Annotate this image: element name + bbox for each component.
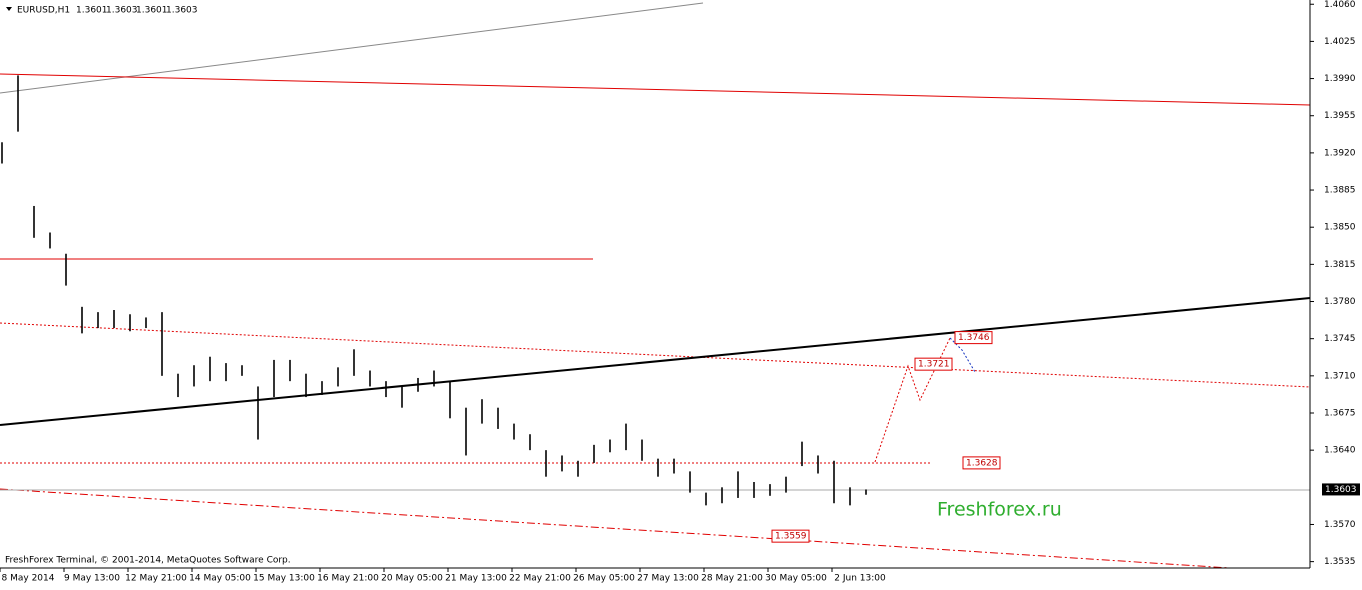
forecast-path [949, 337, 976, 373]
y-tick-label: 1.3955 [1324, 111, 1356, 121]
channel-line [0, 488, 1231, 569]
y-tick-label: 1.3850 [1324, 223, 1356, 233]
x-tick-label: 22 May 21:00 [509, 574, 571, 584]
y-tick-label: 1.3780 [1324, 297, 1356, 307]
quote: 1.3603 [106, 6, 138, 16]
level-box [771, 529, 810, 543]
x-tick-label: 15 May 13:00 [253, 574, 315, 584]
y-tick-label: 1.3710 [1324, 371, 1356, 381]
watermark: Freshforex.ru [937, 499, 1062, 521]
x-tick-label: 30 May 05:00 [765, 574, 827, 584]
trend-line [0, 2, 704, 94]
y-tick-label: 1.4025 [1324, 37, 1356, 47]
x-tick-label: 20 May 05:00 [381, 574, 443, 584]
price-tag-label: 1.3603 [1325, 485, 1357, 495]
bars [1, 75, 867, 506]
trend-line [0, 297, 1311, 426]
quote: 1.3603 [166, 6, 198, 16]
level-box [962, 456, 1001, 470]
y-tick-label: 1.3675 [1324, 408, 1356, 418]
y-tick-label: 1.3990 [1324, 74, 1356, 84]
y-tick-label: 1.3570 [1324, 520, 1356, 530]
symbol: EURUSD,H1 [17, 6, 70, 16]
price-tag [1322, 483, 1360, 496]
x-tick-label: 27 May 13:00 [637, 574, 699, 584]
x-tick-label: 2 Jun 13:00 [834, 574, 886, 584]
trend-line [0, 73, 1311, 106]
x-tick-label: 28 May 21:00 [701, 574, 763, 584]
y-tick-label: 1.3535 [1324, 557, 1356, 567]
x-tick-label: 14 May 05:00 [189, 574, 251, 584]
x-tick-label: 9 May 13:00 [64, 574, 120, 584]
x-tick-label: 26 May 05:00 [573, 574, 635, 584]
y-tick-label: 1.4060 [1324, 0, 1356, 10]
x-tick-label: 21 May 13:00 [445, 574, 507, 584]
level-box [954, 331, 993, 345]
x-tick-label: 16 May 21:00 [317, 574, 379, 584]
y-tick-label: 1.3745 [1324, 334, 1356, 344]
y-tick-label: 1.3885 [1324, 186, 1356, 196]
menu-arrow[interactable] [6, 7, 12, 11]
level-label: 1.3628 [966, 458, 998, 468]
quote: 1.3601 [136, 6, 168, 16]
level-label: 1.3746 [958, 333, 990, 343]
y-tick-label: 1.3815 [1324, 260, 1356, 270]
quote: 1.3601 [76, 6, 108, 16]
channel-line [0, 322, 1311, 388]
level-box [914, 357, 953, 371]
footer: FreshForex Terminal, © 2001-2014, MetaQu… [5, 556, 291, 566]
x-tick-label: 12 May 21:00 [125, 574, 187, 584]
level-label: 1.3721 [918, 360, 950, 370]
y-tick-label: 1.3920 [1324, 148, 1356, 158]
y-tick-label: 1.3640 [1324, 446, 1356, 456]
level-label: 1.3559 [775, 532, 807, 542]
x-tick-label: 8 May 2014 [2, 574, 55, 584]
